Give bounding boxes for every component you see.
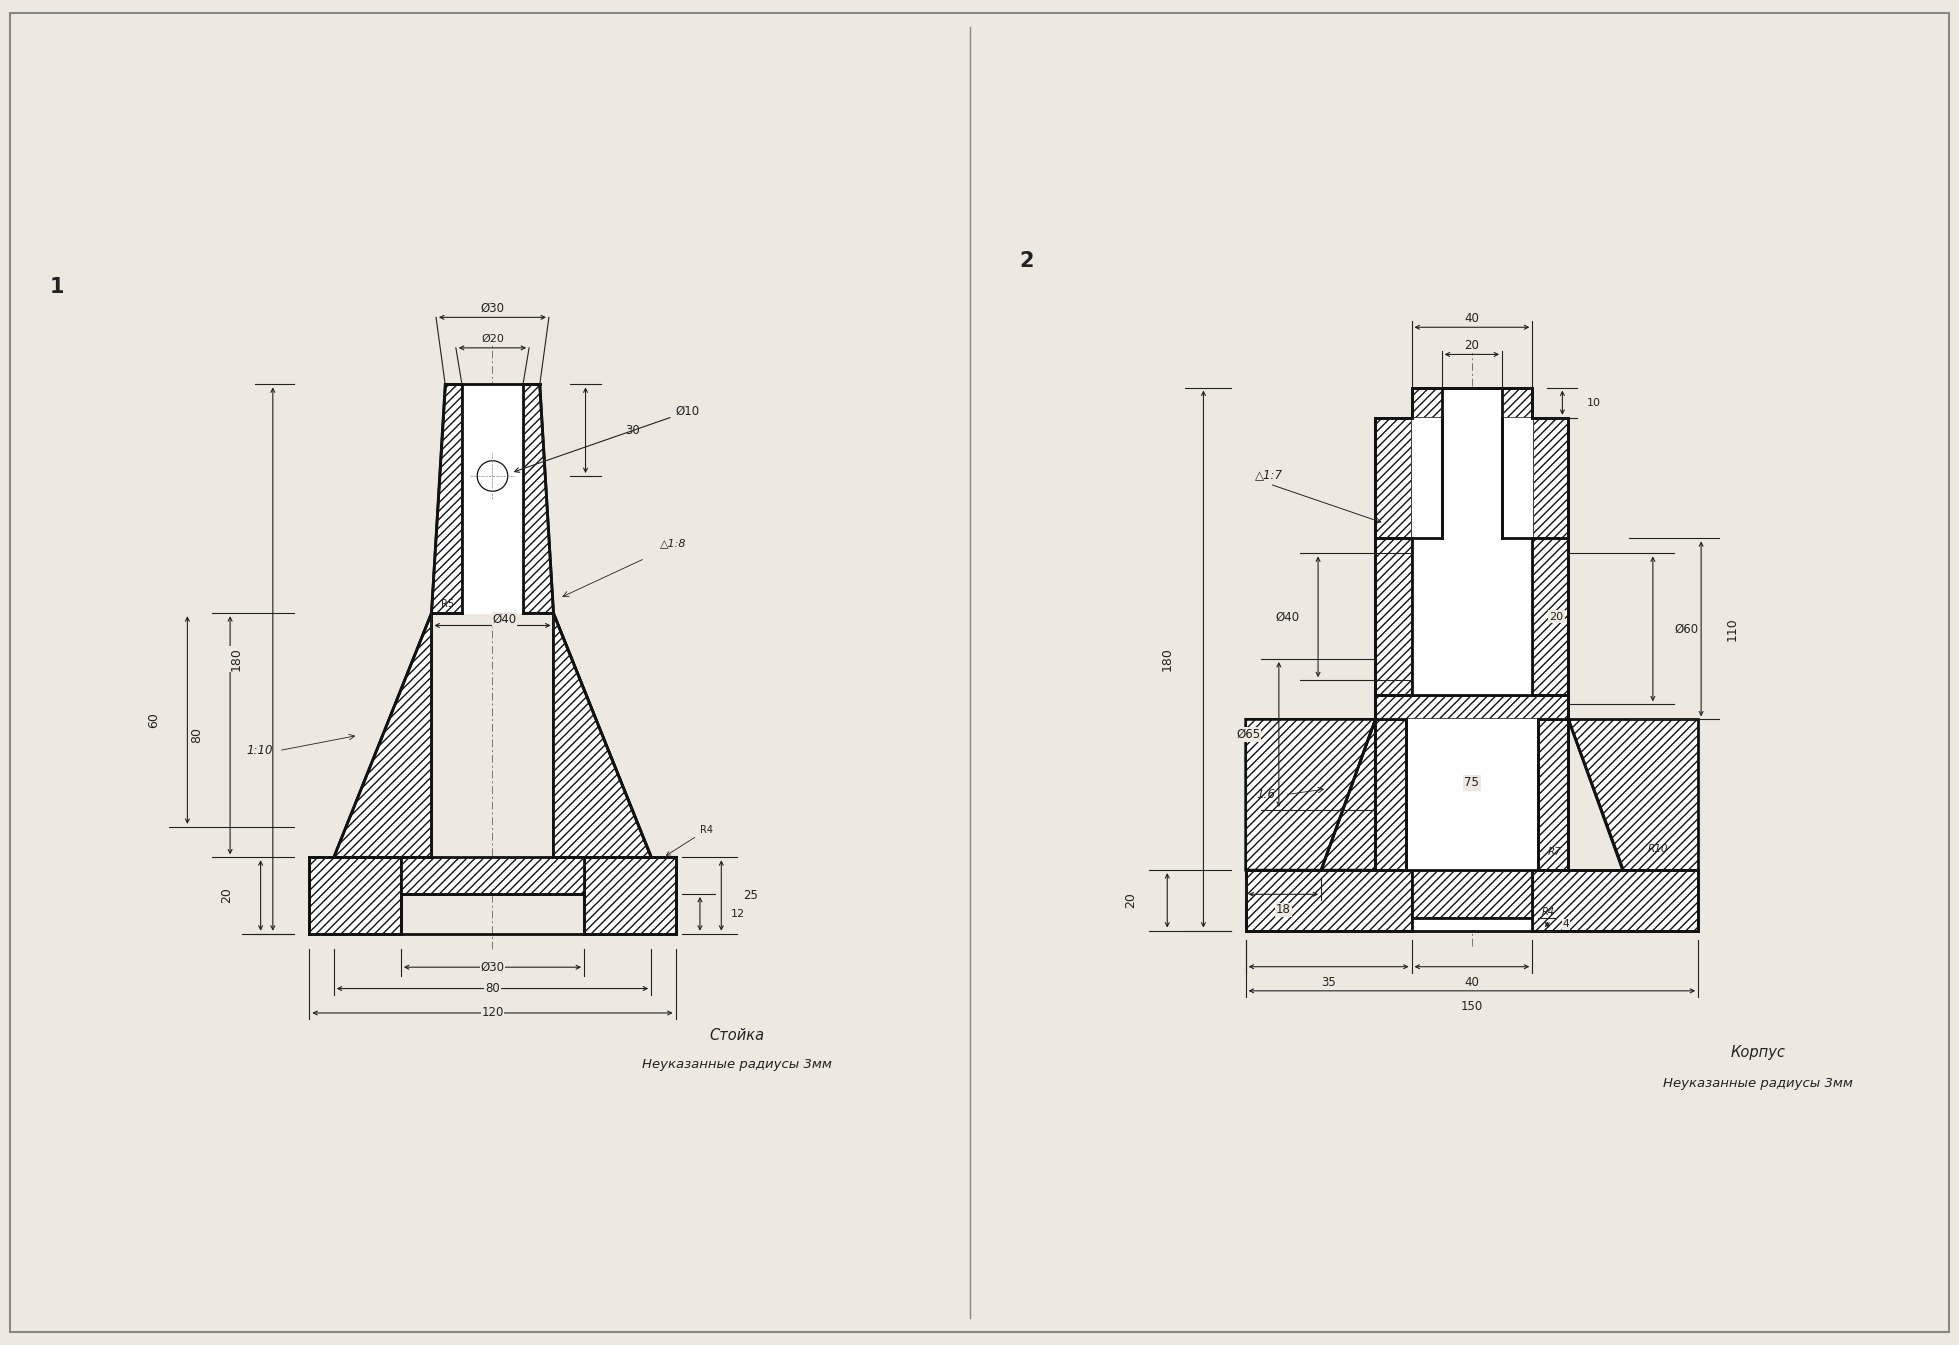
Text: Корпус: Корпус <box>1732 1045 1787 1060</box>
Polygon shape <box>1503 418 1532 538</box>
Text: 120: 120 <box>482 1006 503 1020</box>
Text: 35: 35 <box>1320 975 1336 989</box>
Text: 4: 4 <box>1563 920 1569 929</box>
Polygon shape <box>1569 720 1698 870</box>
Polygon shape <box>584 857 676 933</box>
Circle shape <box>478 461 507 491</box>
Polygon shape <box>1532 418 1569 538</box>
Text: Стойка: Стойка <box>709 1029 764 1044</box>
Text: Ø30: Ø30 <box>480 301 505 315</box>
Polygon shape <box>1375 695 1569 720</box>
Polygon shape <box>1246 720 1375 870</box>
Polygon shape <box>431 385 462 613</box>
Text: Ø65: Ø65 <box>1236 728 1262 741</box>
Text: Ø40: Ø40 <box>492 613 517 625</box>
Text: R4: R4 <box>1542 908 1553 917</box>
Text: 10: 10 <box>1587 398 1601 408</box>
Text: 1:6: 1:6 <box>1258 788 1275 802</box>
Polygon shape <box>1412 418 1442 538</box>
Text: 20: 20 <box>1124 893 1136 908</box>
Text: R4: R4 <box>666 824 713 855</box>
Text: 75: 75 <box>1465 776 1479 790</box>
Polygon shape <box>462 385 523 613</box>
Polygon shape <box>402 857 584 894</box>
Text: 1:10: 1:10 <box>247 744 272 757</box>
Polygon shape <box>333 613 431 857</box>
Polygon shape <box>1412 418 1532 538</box>
Text: 25: 25 <box>742 889 758 902</box>
Polygon shape <box>1246 870 1412 931</box>
Text: 30: 30 <box>625 424 641 437</box>
Text: 20: 20 <box>1550 612 1563 621</box>
Text: 80: 80 <box>486 982 500 995</box>
Polygon shape <box>1532 538 1569 695</box>
Text: △1:8: △1:8 <box>660 538 688 549</box>
Text: △1:7: △1:7 <box>1254 468 1283 482</box>
Text: Ø60: Ø60 <box>1675 623 1698 635</box>
Polygon shape <box>333 613 431 857</box>
Text: 18: 18 <box>1275 904 1291 916</box>
Text: 2: 2 <box>1019 252 1034 270</box>
Text: 110: 110 <box>1726 617 1738 640</box>
Text: Неуказанные радиусы 3мм: Неуказанные радиусы 3мм <box>1663 1077 1853 1091</box>
Polygon shape <box>1375 720 1405 870</box>
Text: 12: 12 <box>731 909 744 919</box>
Polygon shape <box>1246 720 1375 870</box>
Text: 60: 60 <box>147 712 161 728</box>
Text: 180: 180 <box>1160 647 1173 671</box>
Polygon shape <box>1375 538 1412 695</box>
Text: 20: 20 <box>1465 339 1479 352</box>
Text: 80: 80 <box>190 728 202 744</box>
Polygon shape <box>1538 720 1569 870</box>
Text: Неуказанные радиусы 3мм: Неуказанные радиусы 3мм <box>643 1059 831 1071</box>
Polygon shape <box>1405 720 1538 870</box>
Polygon shape <box>1442 387 1503 538</box>
Polygon shape <box>554 613 650 857</box>
Polygon shape <box>1412 919 1532 931</box>
Polygon shape <box>1375 418 1412 538</box>
Polygon shape <box>1412 538 1532 695</box>
Polygon shape <box>310 857 402 933</box>
Text: 40: 40 <box>1465 312 1479 324</box>
Text: 180: 180 <box>229 647 243 671</box>
Text: 20: 20 <box>219 888 233 904</box>
Text: 150: 150 <box>1461 999 1483 1013</box>
Polygon shape <box>1412 870 1532 919</box>
Text: R7: R7 <box>1548 847 1561 857</box>
Polygon shape <box>554 613 650 857</box>
Text: R10: R10 <box>1648 845 1667 854</box>
Text: Ø10: Ø10 <box>515 405 699 472</box>
Text: Ø30: Ø30 <box>480 960 505 974</box>
Text: R5: R5 <box>441 599 454 609</box>
Polygon shape <box>1412 387 1532 418</box>
Polygon shape <box>523 385 554 613</box>
Polygon shape <box>1532 870 1698 931</box>
Text: Ø40: Ø40 <box>1275 611 1301 623</box>
Text: 40: 40 <box>1465 975 1479 989</box>
Text: 1: 1 <box>51 277 65 297</box>
Text: Ø20: Ø20 <box>482 334 503 344</box>
